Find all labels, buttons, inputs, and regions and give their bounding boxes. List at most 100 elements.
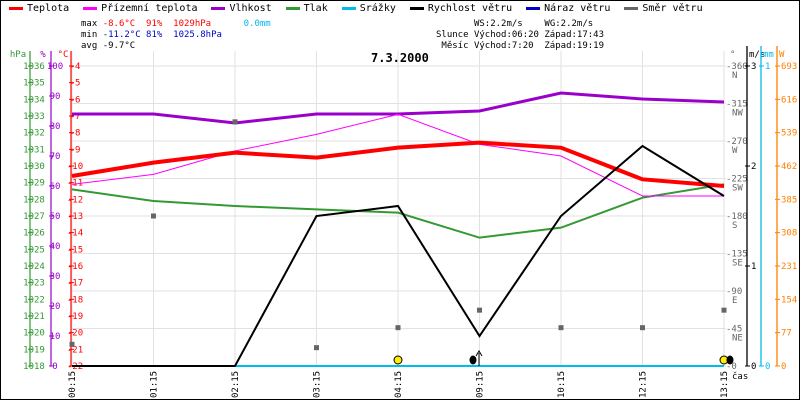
wind-speed-tick-label: 3 xyxy=(751,62,756,72)
legend-item: Náraz větru xyxy=(526,3,610,14)
legend-label: Teplota xyxy=(27,3,70,14)
legend-swatch xyxy=(285,6,300,10)
temp-tick-label: -14 xyxy=(67,229,83,239)
legend-label: Vlhkost xyxy=(229,3,272,14)
temp-tick-label: -5 xyxy=(70,79,81,89)
legend-label: Rychlost větru xyxy=(427,3,513,14)
x-axis-label: čas xyxy=(732,371,748,382)
series-line-tlak xyxy=(71,183,725,239)
hpa-axis-label: hPa xyxy=(10,50,26,60)
humidity-tick-label: 100 xyxy=(47,62,63,72)
legend-swatch xyxy=(9,6,23,10)
legend-item: Přízemní teplota xyxy=(83,3,197,14)
astro-panel: WS:2.2m/s WG:2.2m/s Slunce Východ:06:20 … xyxy=(436,19,604,52)
hpa-tick-label: 1021 xyxy=(23,312,45,322)
legend-swatch xyxy=(341,6,356,10)
legend-item: Teplota xyxy=(9,3,69,14)
dir-tick-label: -180 xyxy=(726,212,748,222)
moonrise-icon xyxy=(469,355,477,365)
legend-swatch xyxy=(83,6,98,10)
solar-tick-label: 539 xyxy=(781,129,797,139)
dir-compass-label: E xyxy=(732,296,737,306)
max-hum: 91% xyxy=(146,19,163,29)
temp-tick-label: -21 xyxy=(67,345,83,355)
wind-direction-marker xyxy=(721,307,727,313)
legend-label: Směr větru xyxy=(642,3,703,14)
dir-tick-label: -270 xyxy=(726,137,748,147)
dir-compass-label: N xyxy=(732,71,737,81)
x-tick-label: 12:15 xyxy=(639,371,649,398)
x-tick-label: 00:15 xyxy=(68,371,78,398)
dir-compass-label: SW xyxy=(732,184,743,194)
temp-tick-label: -13 xyxy=(67,212,83,222)
hpa-tick-label: 1032 xyxy=(23,129,45,139)
temp-tick-label: -7 xyxy=(70,112,81,122)
legend-label: Tlak xyxy=(303,3,328,14)
max-rain: 0.0mm xyxy=(243,19,271,29)
humidity-tick-label: 70 xyxy=(50,152,61,162)
solar-tick-label: 462 xyxy=(781,162,797,172)
sun-label: Slunce xyxy=(436,30,469,40)
now-arrow-head-icon xyxy=(475,350,483,357)
solar-tick-label: 154 xyxy=(781,295,797,305)
legend-item: Rychlost větru xyxy=(409,3,513,14)
temp-tick-label: -10 xyxy=(67,162,83,172)
legend-label: Přízemní teplota xyxy=(101,3,198,14)
solar-tick-label: 231 xyxy=(781,262,797,272)
wind-direction-marker xyxy=(640,325,645,331)
moonset: Západ:19:19 xyxy=(544,41,604,51)
dir-tick-label: -90 xyxy=(726,287,742,297)
wind-speed-tick-label: 1 xyxy=(751,262,756,272)
hpa-tick-label: 1031 xyxy=(23,145,45,155)
dir-tick-label: -45 xyxy=(726,325,742,335)
min-temp: -11.2°C xyxy=(102,30,141,40)
temp-tick-label: -12 xyxy=(67,195,83,205)
wind-direction-marker xyxy=(558,325,564,331)
temp-tick-label: -18 xyxy=(67,295,83,305)
temp-tick-label: -19 xyxy=(67,312,83,322)
humidity-tick-label: 20 xyxy=(50,302,61,312)
temp-tick-label: -16 xyxy=(67,262,83,272)
humidity-tick-label: 80 xyxy=(50,122,61,132)
hpa-tick-label: 1022 xyxy=(23,295,45,305)
x-tick-label: 10:15 xyxy=(557,371,567,398)
solar-tick-label: 385 xyxy=(781,195,797,205)
dir-compass-label: S xyxy=(732,221,737,231)
wind-direction-marker xyxy=(232,119,238,125)
hpa-tick-label: 1034 xyxy=(23,95,45,105)
x-tick-label: 01:15 xyxy=(150,371,160,398)
humidity-tick-label: 60 xyxy=(50,182,61,192)
dir-compass-label: W xyxy=(732,146,738,156)
temp-tick-label: -15 xyxy=(67,245,83,255)
avg-temp: -9.7°C xyxy=(102,41,136,51)
humidity-tick-label: 30 xyxy=(50,272,61,282)
humidity-tick-label: 40 xyxy=(50,242,61,252)
dir-compass-label: SE xyxy=(732,259,743,269)
sunset: Západ:17:43 xyxy=(544,30,604,40)
avg-label: avg xyxy=(81,41,98,51)
humidity-tick-label: 10 xyxy=(50,332,61,342)
legend-swatch xyxy=(624,6,639,10)
temp-tick-label: -4 xyxy=(70,62,81,72)
wind-speed-max: WS:2.2m/s xyxy=(473,19,523,29)
solar-tick-label: 693 xyxy=(781,62,797,72)
wind-direction-marker xyxy=(69,341,75,347)
min-press: 1025.8hPa xyxy=(173,30,222,40)
solar-axis-label: W xyxy=(779,50,785,60)
dir-tick-label: -315 xyxy=(726,100,748,110)
series-line-rychlost-větru xyxy=(72,144,725,367)
x-tick-label: 04:15 xyxy=(394,371,404,398)
min-label: min xyxy=(81,30,98,40)
rain-tick-label: 0 xyxy=(765,362,770,372)
wind-speed-axis-label: m/s xyxy=(749,50,765,60)
hpa-tick-label: 1029 xyxy=(23,179,45,189)
dir-tick-label: -225 xyxy=(726,175,748,185)
x-tick-label: 02:15 xyxy=(231,371,241,398)
sunrise: Východ:06:20 xyxy=(473,30,539,40)
hpa-tick-label: 1024 xyxy=(23,262,45,272)
humidity-axis-label: % xyxy=(40,50,46,60)
hpa-tick-label: 1028 xyxy=(23,195,45,205)
legend-label: Srážky xyxy=(359,3,396,14)
dir-tick-label: -360 xyxy=(726,62,748,72)
